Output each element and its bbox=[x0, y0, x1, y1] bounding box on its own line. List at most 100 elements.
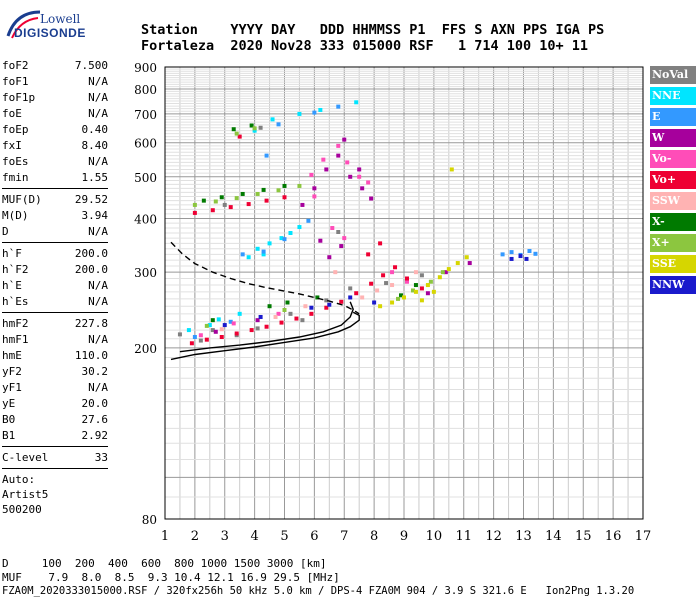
echo-point-ssw bbox=[360, 295, 365, 300]
echo-point-nne bbox=[297, 111, 302, 116]
param-value: N/A bbox=[88, 75, 108, 88]
param-value: 30.2 bbox=[81, 365, 109, 378]
echo-point-ssw bbox=[333, 270, 338, 275]
separator bbox=[2, 242, 108, 243]
param-name: D bbox=[2, 225, 9, 238]
param-name: C-level bbox=[2, 451, 49, 464]
param-value: 29.52 bbox=[74, 193, 108, 206]
echo-point-noval bbox=[210, 328, 215, 333]
param-row: hmE 110.0 bbox=[2, 348, 108, 364]
param-name: MUF(D) bbox=[2, 193, 42, 206]
echo-point-vo- bbox=[321, 157, 326, 162]
param-row: foF2 7.500 bbox=[2, 58, 108, 74]
logo-line1: Lowell bbox=[40, 12, 81, 26]
y-tick-label: 80 bbox=[142, 513, 157, 527]
echo-point-x- bbox=[204, 323, 209, 328]
echo-point-vo- bbox=[237, 134, 242, 139]
param-name: hmE bbox=[2, 349, 22, 362]
param-row: h`Es N/A bbox=[2, 294, 108, 310]
echo-point-x- bbox=[267, 304, 272, 309]
param-row: MUF(D) 29.52 bbox=[2, 192, 108, 208]
x-tick-label: 6 bbox=[310, 529, 318, 544]
x-tick-label: 10 bbox=[426, 529, 443, 544]
echo-point-x- bbox=[413, 283, 418, 288]
param-row: fmin 1.55 bbox=[2, 170, 108, 186]
x-tick-label: 3 bbox=[221, 529, 229, 544]
echo-point-vo- bbox=[312, 194, 317, 199]
params-group-confidence: C-level 33 bbox=[2, 450, 108, 466]
params-group-critical-frequencies: foF2 7.500 foF1 N/A foF1p N/A foE N/A foEp 0.40 fx… bbox=[2, 58, 108, 186]
echo-point-vo- bbox=[228, 205, 233, 210]
param-value: 227.8 bbox=[74, 317, 108, 330]
echo-point-noval bbox=[336, 229, 341, 234]
echo-point-vo- bbox=[189, 341, 194, 346]
echo-point-e bbox=[264, 153, 269, 158]
echo-point-x- bbox=[315, 295, 320, 300]
echo-point-w bbox=[300, 202, 305, 207]
echo-point-w bbox=[369, 196, 374, 201]
plot-frame bbox=[164, 66, 644, 520]
echo-point-w bbox=[255, 318, 260, 323]
echo-point-vo- bbox=[210, 208, 215, 213]
profile-lines bbox=[170, 241, 360, 361]
legend-item: Vo- bbox=[650, 150, 696, 168]
echo-point-x- bbox=[399, 293, 404, 298]
echo-point-vo- bbox=[357, 174, 362, 179]
x-tick-label: 14 bbox=[545, 529, 562, 544]
echo-point-nne bbox=[246, 255, 251, 260]
echo-point-e bbox=[527, 249, 532, 254]
param-row: B0 27.6 bbox=[2, 412, 108, 428]
echo-point-nne bbox=[216, 317, 221, 322]
legend-item: Vo+ bbox=[650, 171, 696, 189]
param-row: fxI 8.40 bbox=[2, 138, 108, 154]
echo-point-sse bbox=[455, 261, 460, 266]
param-name: foF1 bbox=[2, 75, 29, 88]
param-row: hmF1 N/A bbox=[2, 332, 108, 348]
echo-point-x- bbox=[234, 196, 239, 201]
x-tick-label: 13 bbox=[515, 529, 532, 544]
echo-point-x- bbox=[282, 183, 287, 188]
echo-point-nne bbox=[207, 323, 212, 328]
echo-point-w bbox=[336, 153, 341, 158]
auto-label: Auto: bbox=[2, 473, 36, 486]
echo-point-e bbox=[228, 319, 233, 324]
param-value: 7.500 bbox=[74, 59, 108, 72]
echo-point-ssw bbox=[413, 270, 418, 275]
x-tick-label: 17 bbox=[635, 529, 652, 544]
param-name: hmF1 bbox=[2, 333, 29, 346]
echo-point-x- bbox=[428, 279, 433, 284]
echo-point-sse bbox=[419, 298, 424, 303]
echo-point-noval bbox=[300, 318, 305, 323]
echo-point-vo- bbox=[282, 195, 287, 200]
param-row: foEp 0.40 bbox=[2, 122, 108, 138]
param-name: foE bbox=[2, 107, 22, 120]
scaled-parameters-panel: foF2 7.500 foF1 N/A foF1p N/A foE N/A foEp 0.40 fx… bbox=[2, 58, 108, 517]
param-row: C-level 33 bbox=[2, 450, 108, 466]
param-value: N/A bbox=[88, 333, 108, 346]
echo-point-vo- bbox=[249, 328, 254, 333]
echo-point-sse bbox=[437, 275, 442, 280]
param-value: N/A bbox=[88, 295, 108, 308]
echo-point-noval bbox=[419, 273, 424, 278]
echo-point-ssw bbox=[303, 304, 308, 309]
echo-point-noval bbox=[255, 326, 260, 331]
legend-item: NoVal bbox=[650, 66, 696, 84]
x-tick-label: 8 bbox=[370, 529, 378, 544]
echo-point-vo- bbox=[345, 160, 350, 165]
param-value: 200.0 bbox=[74, 247, 108, 260]
echo-point-e bbox=[312, 110, 317, 115]
param-row: yE 20.0 bbox=[2, 396, 108, 412]
y-tick-label: 300 bbox=[134, 266, 157, 280]
x-tick-label: 1 bbox=[161, 529, 169, 544]
echo-point-w bbox=[357, 167, 362, 172]
echo-point-w bbox=[425, 291, 430, 296]
echo-point-vo- bbox=[219, 335, 224, 340]
param-name: yE bbox=[2, 397, 16, 410]
chart-grid bbox=[164, 66, 644, 519]
muf-distance-row-1: D 100 200 400 600 800 1000 1500 3000 [km… bbox=[2, 557, 327, 570]
profile-2-line bbox=[179, 301, 354, 353]
echo-point-x- bbox=[285, 300, 290, 305]
separator bbox=[2, 468, 108, 469]
echo-point-noval bbox=[384, 281, 389, 286]
